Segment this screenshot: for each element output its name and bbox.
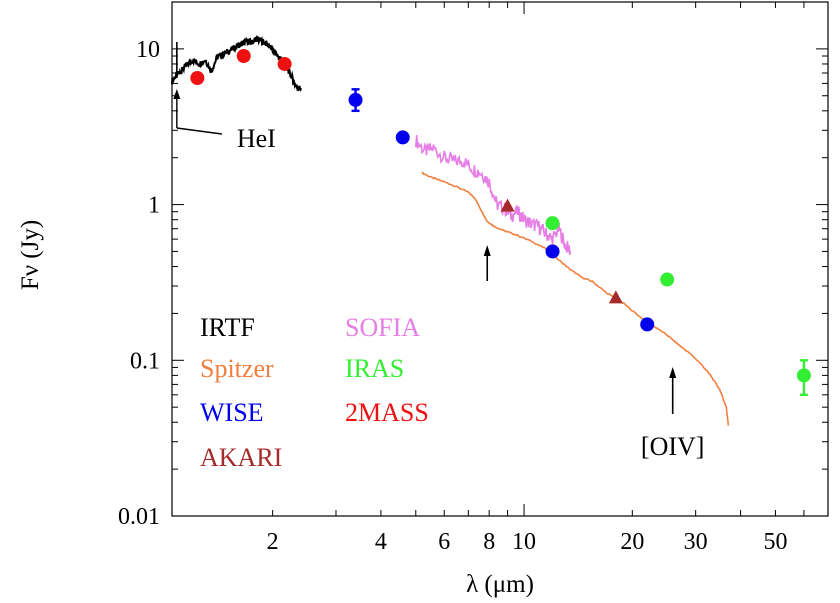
x-tick-label: 4 — [375, 529, 387, 555]
annotation-hei: HeI — [237, 124, 276, 153]
point-wise — [395, 130, 410, 145]
legend-entry-wise: WISE — [200, 398, 264, 427]
point-wise — [348, 92, 363, 107]
x-tick-label: 2 — [267, 529, 279, 555]
point-2mass — [190, 71, 205, 86]
point-2mass — [236, 48, 251, 63]
legend-entry-spitzer: Spitzer — [200, 354, 274, 383]
point-iras — [660, 272, 675, 287]
y-tick-label: 0.1 — [130, 348, 160, 374]
x-tick-label: 8 — [483, 529, 495, 555]
x-tick-label: 10 — [512, 529, 536, 555]
series-line-spitzer — [421, 171, 730, 426]
x-tick-label: 20 — [620, 529, 644, 555]
point-akari — [500, 198, 515, 212]
legend-entry-sofia: SOFIA — [345, 313, 420, 342]
point-iras — [545, 216, 560, 231]
point-iras — [796, 368, 811, 383]
x-tick-label: 6 — [438, 529, 450, 555]
point-wise — [545, 244, 560, 259]
point-akari — [608, 290, 623, 304]
x-axis-label: λ (μm) — [466, 571, 534, 598]
oiv-arrow-head — [669, 367, 677, 378]
x-tick-label: 30 — [684, 529, 708, 555]
feature-arrow-head — [483, 245, 491, 256]
hei-leader — [176, 127, 222, 135]
legend: IRTF SOFIA Spitzer IRAS WISE 2MASS AKARI — [200, 313, 429, 472]
series-line-sofia — [415, 135, 572, 256]
y-tick-label: 10 — [136, 37, 160, 63]
y-axis-label: Fν (Jy) — [17, 220, 44, 290]
point-wise — [640, 317, 655, 332]
legend-entry-2mass: 2MASS — [345, 398, 429, 427]
legend-entry-iras: IRAS — [345, 354, 404, 383]
point-2mass — [277, 56, 292, 71]
plot-frame — [171, 1, 829, 517]
x-tick-label: 50 — [763, 529, 787, 555]
legend-entry-akari: AKARI — [200, 443, 282, 472]
annotation-oiv: [OIV] — [641, 432, 705, 461]
legend-entry-irtf: IRTF — [200, 313, 255, 342]
y-tick-label: 1 — [148, 193, 160, 219]
hei-arrow-head — [173, 89, 181, 99]
y-tick-label: 0.01 — [118, 504, 160, 530]
